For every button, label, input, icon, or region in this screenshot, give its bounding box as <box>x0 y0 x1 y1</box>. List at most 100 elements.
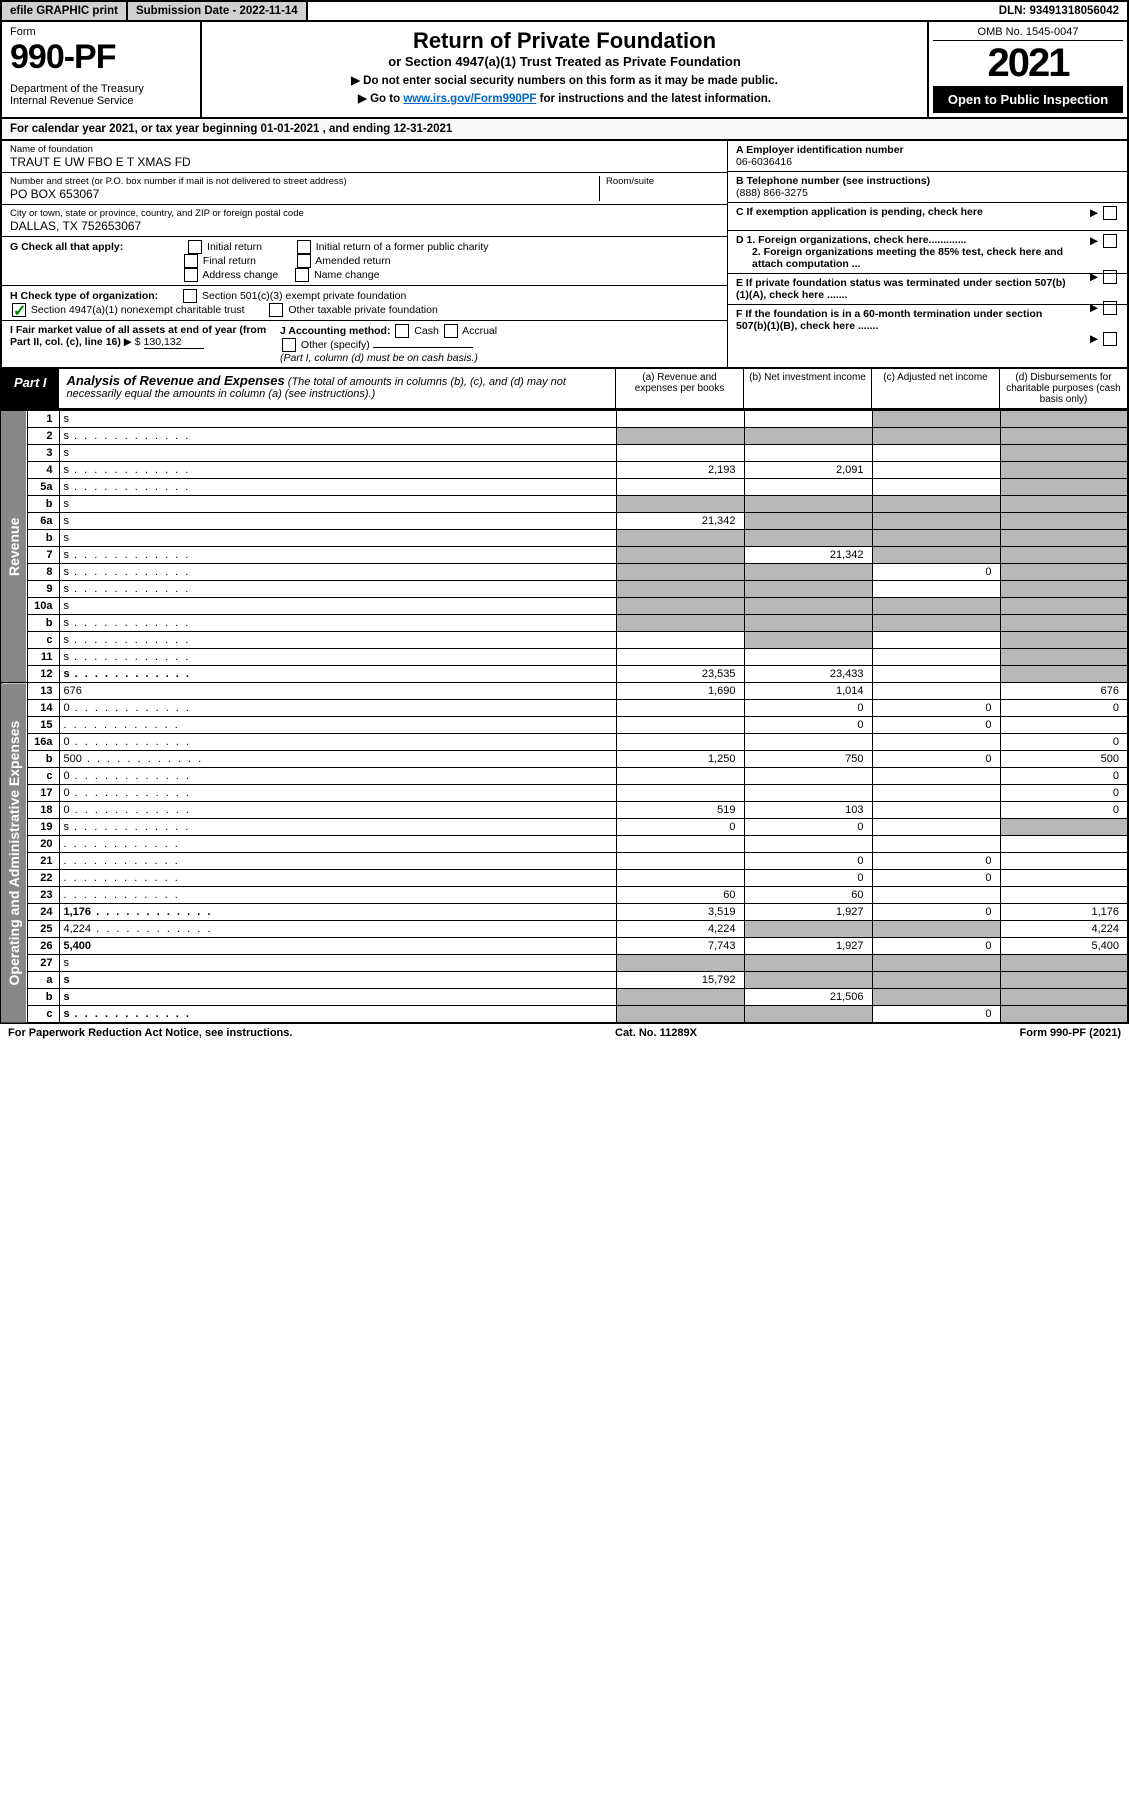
room-label: Room/suite <box>606 176 719 187</box>
cell-col-d <box>1000 411 1128 428</box>
cell-col-c: 0 <box>872 938 1000 955</box>
cell-col-d <box>1000 717 1128 734</box>
form-title: Return of Private Foundation <box>208 28 921 54</box>
cell-col-b <box>744 530 872 547</box>
cell-col-c <box>872 666 1000 683</box>
cell-col-a <box>616 564 744 581</box>
cell-col-a: 3,519 <box>616 904 744 921</box>
cell-col-d <box>1000 955 1128 972</box>
checkbox-d1[interactable] <box>1103 234 1117 248</box>
cell-col-d <box>1000 479 1128 496</box>
cell-col-c <box>872 649 1000 666</box>
line-number: 27 <box>27 955 59 972</box>
cell-col-c <box>872 836 1000 853</box>
checkbox-other-method[interactable] <box>282 338 296 352</box>
top-bar: efile GRAPHIC print Submission Date - 20… <box>0 0 1129 22</box>
line-number: 24 <box>27 904 59 921</box>
cell-col-d <box>1000 496 1128 513</box>
table-row: 1805191030 <box>1 802 1128 819</box>
table-row: 4s2,1932,091 <box>1 462 1128 479</box>
line-number: b <box>27 989 59 1006</box>
checkbox-amended[interactable] <box>297 254 311 268</box>
cell-col-c <box>872 887 1000 904</box>
cell-col-d <box>1000 564 1128 581</box>
line-description: s <box>59 445 616 462</box>
cell-col-c <box>872 598 1000 615</box>
cell-col-d <box>1000 428 1128 445</box>
line-description: 676 <box>59 683 616 700</box>
line-description: s <box>59 530 616 547</box>
cell-col-c <box>872 683 1000 700</box>
foundation-name: TRAUT E UW FBO E T XMAS FD <box>10 155 719 169</box>
checkbox-other-taxable[interactable] <box>269 303 283 317</box>
table-row: Revenue1s <box>1 411 1128 428</box>
checkbox-initial-return[interactable] <box>188 240 202 254</box>
line-number: 1 <box>27 411 59 428</box>
table-row: 20 <box>1 836 1128 853</box>
cell-col-c <box>872 513 1000 530</box>
cell-col-b: 21,342 <box>744 547 872 564</box>
table-row: 2200 <box>1 870 1128 887</box>
cell-col-a <box>616 428 744 445</box>
cell-col-a <box>616 785 744 802</box>
efile-print-button[interactable]: efile GRAPHIC print <box>2 2 128 20</box>
cell-col-d <box>1000 632 1128 649</box>
cell-col-b: 750 <box>744 751 872 768</box>
table-row: as15,792 <box>1 972 1128 989</box>
checkbox-final-return[interactable] <box>184 254 198 268</box>
cell-col-b <box>744 615 872 632</box>
part-1-table: Revenue1s2s3s4s2,1932,0915asbs6as21,342b… <box>0 410 1129 1024</box>
cell-col-a <box>616 615 744 632</box>
cell-col-a <box>616 547 744 564</box>
line-number: 13 <box>27 683 59 700</box>
line-number: c <box>27 768 59 785</box>
cell-col-d: 1,176 <box>1000 904 1128 921</box>
table-row: 5as <box>1 479 1128 496</box>
checkbox-f[interactable] <box>1103 332 1117 346</box>
table-row: 140000 <box>1 700 1128 717</box>
checkbox-501c3[interactable] <box>183 289 197 303</box>
cell-col-b <box>744 1006 872 1024</box>
cell-col-a <box>616 717 744 734</box>
col-a-header: (a) Revenue and expenses per books <box>615 369 743 408</box>
irs-link[interactable]: www.irs.gov/Form990PF <box>403 93 536 105</box>
cell-col-d: 676 <box>1000 683 1128 700</box>
line-description: s <box>59 1006 616 1024</box>
checkbox-accrual[interactable] <box>444 324 458 338</box>
line-description <box>59 870 616 887</box>
cell-col-c <box>872 530 1000 547</box>
cell-col-a <box>616 768 744 785</box>
f-label: F If the foundation is in a 60-month ter… <box>736 308 1076 332</box>
line-number: 6a <box>27 513 59 530</box>
name-label: Name of foundation <box>10 144 719 155</box>
col-c-header: (c) Adjusted net income <box>871 369 999 408</box>
cell-col-a <box>616 632 744 649</box>
line-description <box>59 717 616 734</box>
checkbox-c[interactable] <box>1103 206 1117 220</box>
cell-col-c <box>872 989 1000 1006</box>
cell-col-d: 0 <box>1000 802 1128 819</box>
line-description: 0 <box>59 768 616 785</box>
cell-col-a <box>616 989 744 1006</box>
cell-col-d <box>1000 887 1128 904</box>
cell-col-d <box>1000 513 1128 530</box>
checkbox-cash[interactable] <box>395 324 409 338</box>
checkbox-4947[interactable] <box>12 303 26 317</box>
line-description: s <box>59 615 616 632</box>
cell-col-c <box>872 428 1000 445</box>
checkbox-address-change[interactable] <box>184 268 198 282</box>
line-number: 16a <box>27 734 59 751</box>
cell-col-a: 7,743 <box>616 938 744 955</box>
line-description: 500 <box>59 751 616 768</box>
checkbox-initial-former[interactable] <box>297 240 311 254</box>
col-b-header: (b) Net investment income <box>743 369 871 408</box>
cell-col-b <box>744 768 872 785</box>
cell-col-c <box>872 581 1000 598</box>
cell-col-d <box>1000 530 1128 547</box>
part-1-header: Part I Analysis of Revenue and Expenses … <box>0 369 1129 410</box>
checkbox-name-change[interactable] <box>295 268 309 282</box>
line-number: 21 <box>27 853 59 870</box>
line-description: s <box>59 666 616 683</box>
cell-col-a <box>616 700 744 717</box>
cell-col-a: 21,342 <box>616 513 744 530</box>
